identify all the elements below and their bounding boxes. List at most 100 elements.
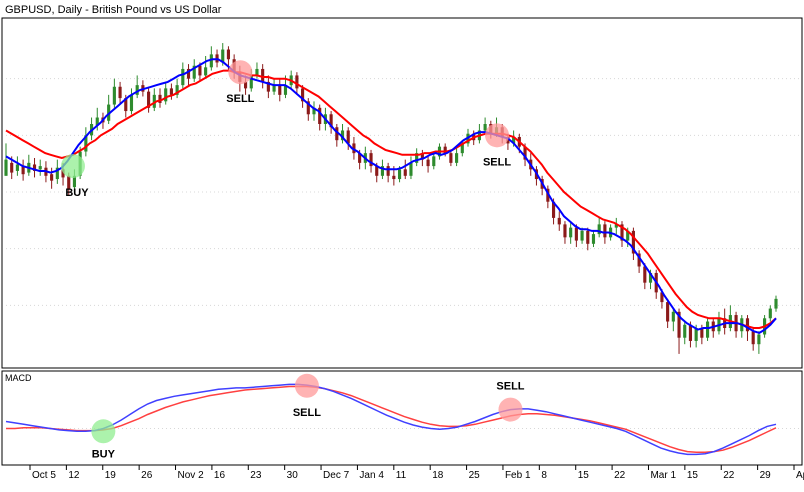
bull-candle bbox=[283, 85, 288, 95]
bull-candle bbox=[648, 272, 653, 283]
bull-candle bbox=[312, 107, 316, 115]
bear-candle bbox=[226, 49, 231, 60]
bull-candle bbox=[705, 321, 710, 338]
buy-signal-marker bbox=[91, 419, 116, 444]
bear-candle bbox=[443, 146, 447, 154]
bull-candle bbox=[255, 68, 259, 76]
bull-candle bbox=[72, 175, 77, 188]
bull-candle bbox=[249, 75, 253, 89]
x-tick-label: 23 bbox=[250, 470, 262, 481]
bull-candle bbox=[409, 162, 413, 176]
x-tick-label: 15 bbox=[578, 470, 590, 481]
x-tick-label: Feb 1 bbox=[505, 470, 531, 481]
bear-candle bbox=[523, 146, 527, 160]
bull-candle bbox=[512, 136, 516, 144]
bull-candle bbox=[774, 298, 778, 309]
bear-candle bbox=[32, 164, 37, 171]
bear-candle bbox=[557, 217, 561, 225]
bear-candle bbox=[666, 302, 670, 322]
bear-candle bbox=[21, 166, 25, 175]
bear-candle bbox=[745, 318, 750, 332]
x-tick-label: 22 bbox=[614, 470, 626, 481]
bear-candle bbox=[688, 324, 693, 341]
bull-candle bbox=[597, 224, 601, 235]
bear-candle bbox=[426, 159, 430, 167]
sell-signal-marker bbox=[485, 123, 510, 148]
bear-candle bbox=[147, 91, 151, 108]
bear-candle bbox=[306, 101, 310, 115]
bear-candle bbox=[186, 68, 191, 79]
macd-label: MACD bbox=[5, 373, 32, 383]
x-tick-label: 19 bbox=[105, 470, 117, 481]
bear-candle bbox=[420, 153, 424, 160]
bull-candle bbox=[768, 308, 772, 319]
x-tick-label: 16 bbox=[214, 470, 226, 481]
x-tick-label: 29 bbox=[760, 470, 772, 481]
bull-candle bbox=[432, 156, 436, 167]
x-tick-label: Oct 5 bbox=[32, 470, 56, 481]
bull-candle bbox=[209, 54, 213, 68]
sell-signal-marker bbox=[294, 373, 319, 398]
bear-candle bbox=[318, 107, 322, 124]
bull-candle bbox=[569, 227, 573, 238]
price-layer: BUY SELL SELL bbox=[4, 43, 800, 354]
bull-candle bbox=[175, 85, 179, 95]
bull-candle bbox=[192, 65, 196, 79]
bear-candle bbox=[574, 227, 578, 241]
bear-candle bbox=[643, 266, 647, 283]
x-tick-label: 11 bbox=[396, 470, 407, 481]
bull-candle bbox=[38, 166, 42, 170]
buy-signal-marker bbox=[60, 154, 85, 179]
bear-candle bbox=[352, 143, 356, 154]
bear-candle bbox=[301, 88, 305, 102]
sell-signal-marker bbox=[498, 397, 523, 422]
bull-candle bbox=[614, 224, 618, 228]
bull-candle bbox=[112, 86, 116, 105]
x-tick-label: 15 bbox=[687, 470, 699, 481]
x-tick-label: Apr 5 bbox=[796, 470, 804, 481]
macd-panel-frame bbox=[1, 370, 803, 466]
bull-candle bbox=[380, 166, 385, 176]
bull-candle bbox=[580, 230, 584, 241]
price-panel-frame bbox=[1, 17, 803, 369]
macd-line bbox=[5, 383, 777, 456]
x-tick-label: Jan 4 bbox=[359, 470, 384, 481]
bear-candle bbox=[346, 130, 350, 144]
bear-candle bbox=[403, 169, 407, 176]
bear-candle bbox=[392, 175, 396, 180]
bear-candle bbox=[169, 88, 173, 95]
bull-candle bbox=[397, 169, 402, 180]
bear-candle bbox=[660, 292, 664, 303]
bull-candle bbox=[455, 153, 459, 163]
bear-candle bbox=[358, 153, 362, 163]
bear-candle bbox=[386, 166, 390, 176]
bear-candle bbox=[700, 328, 704, 338]
bear-candle bbox=[10, 162, 14, 173]
bear-candle bbox=[198, 65, 202, 76]
bull-candle bbox=[671, 311, 675, 322]
x-axis: Oct 5 12 19 26 Nov 2 16 23 30 Dec 7 Jan 4 11 18 25 Fe… bbox=[29, 465, 804, 481]
bear-candle bbox=[369, 153, 373, 167]
bear-candle bbox=[243, 81, 248, 89]
bear-candle bbox=[261, 68, 265, 82]
bull-candle bbox=[129, 94, 134, 112]
bear-candle bbox=[329, 114, 333, 128]
bull-candle bbox=[181, 68, 185, 86]
bull-candle bbox=[221, 49, 225, 63]
price-annotation-label: BUY bbox=[65, 187, 89, 199]
chart-title: GBPUSD, Daily - British Pound vs US Doll… bbox=[5, 4, 222, 16]
macd-annotation-label: BUY bbox=[92, 448, 116, 460]
bear-candle bbox=[124, 98, 128, 112]
bull-candle bbox=[272, 85, 276, 92]
bull-candle bbox=[683, 324, 687, 338]
bull-candle bbox=[757, 334, 761, 345]
bull-candle bbox=[340, 130, 345, 141]
bull-candle bbox=[204, 67, 208, 76]
x-tick-label: 30 bbox=[287, 470, 299, 481]
bear-candle bbox=[620, 224, 624, 241]
signal-line bbox=[6, 385, 777, 454]
bull-candle bbox=[152, 94, 156, 108]
bull-candle bbox=[591, 234, 596, 244]
fast-ema-line bbox=[5, 58, 777, 334]
